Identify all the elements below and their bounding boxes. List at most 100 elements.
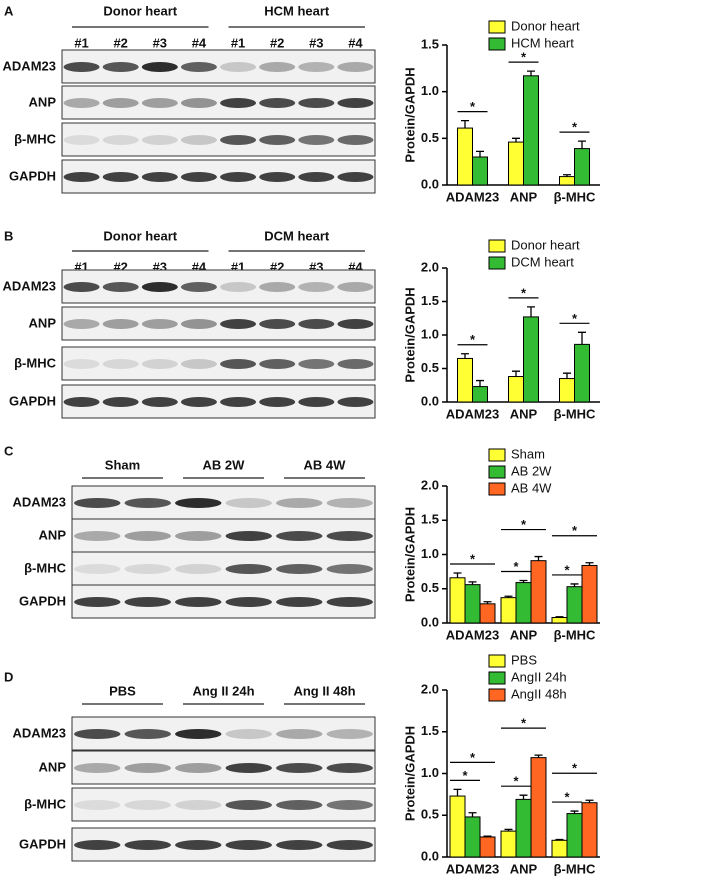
y-tick-label: 0.5 [421,130,439,145]
bar [472,156,488,186]
bar [464,584,481,624]
row-label: β-MHC [14,355,56,370]
y-tick-label: 0.0 [421,176,439,191]
blot-band [175,531,222,541]
y-tick-label: 0.0 [421,848,439,863]
blot-band [326,763,373,773]
group-label: AB 2W [203,457,246,472]
blot-band [124,840,171,850]
blot-band [124,597,171,607]
x-tick-label: ADAM23 [446,861,499,876]
blot-band [225,531,272,541]
blot-band [220,62,257,72]
blot-band [220,282,257,292]
error-bar [519,794,528,800]
error-bar [476,379,484,387]
row-label: ADAM23 [13,725,66,740]
blot-band [298,397,335,407]
blot-band [326,531,373,541]
blot-band [141,282,178,292]
blot-band [220,359,257,369]
error-bar [512,370,520,377]
blot-band [102,135,139,145]
blot-box [71,787,376,822]
lane-label: #2 [113,35,127,50]
bar [566,813,583,858]
blot-band [175,840,222,850]
blot-band [180,359,217,369]
blot-band [298,62,335,72]
blot-band [63,282,100,292]
significance-label: * [564,790,570,805]
y-tick-label: 0.5 [421,360,439,375]
bar [479,603,496,624]
blot-band [102,98,139,108]
error-bar [585,799,594,803]
bar [566,586,583,624]
bar [523,75,539,186]
blot-band [141,172,178,182]
error-bar [534,555,543,561]
blot-box [71,827,376,862]
blot-band [276,729,323,739]
x-tick-label: ADAM23 [446,627,499,642]
blot-band [74,564,121,574]
blot-band [74,800,121,810]
blot-band [259,172,296,182]
blot-band [298,172,335,182]
blot-band [259,319,296,329]
group-label: DCM heart [264,228,330,243]
group-label: Ang II 48h [293,683,355,698]
error-bar [512,137,520,143]
blot-band [102,62,139,72]
error-bar [578,140,586,149]
blot-band [220,319,257,329]
blot-band [175,564,222,574]
blot-band [175,763,222,773]
significance-label: * [470,99,476,114]
blot-band [175,800,222,810]
blot-band [276,840,323,850]
error-bar [483,835,492,837]
blot-band [175,729,222,739]
significance-label: * [462,768,468,783]
legend-label: DCM heart [511,254,574,269]
blot-band [124,729,171,739]
blot-band [180,282,217,292]
error-bar [527,306,535,317]
blot-band [326,597,373,607]
x-tick-label: ANP [510,861,538,876]
bar [559,378,575,403]
row-label: GAPDH [9,168,56,183]
legend-label: Sham [511,446,545,461]
y-axis-label: Protein/GAPDH [402,67,417,162]
blot-band [337,98,374,108]
significance-label: * [521,517,527,532]
bar [551,617,568,624]
legend-label: AngII 24h [511,669,567,684]
significance-label: * [513,559,519,574]
blot-band [259,359,296,369]
blot-band [63,319,100,329]
bar [523,316,539,403]
blot-box [71,716,376,751]
error-bar [563,174,571,177]
blot-band [63,135,100,145]
row-label: ADAM23 [13,494,66,509]
bar [449,795,466,858]
blot-band [180,319,217,329]
legend-swatch [488,239,506,253]
blot-band [326,729,373,739]
y-tick-label: 0.0 [421,393,439,408]
error-bar [468,812,477,817]
y-tick-label: 1.5 [421,723,439,738]
blot-band [124,531,171,541]
legend-swatch [488,482,506,496]
legend-label: AB 4W [511,480,552,495]
bar [508,376,524,403]
row-label: ANP [39,527,67,542]
legend-swatch [488,671,506,685]
bar [472,386,488,403]
blot-band [225,729,272,739]
bar [457,357,473,403]
